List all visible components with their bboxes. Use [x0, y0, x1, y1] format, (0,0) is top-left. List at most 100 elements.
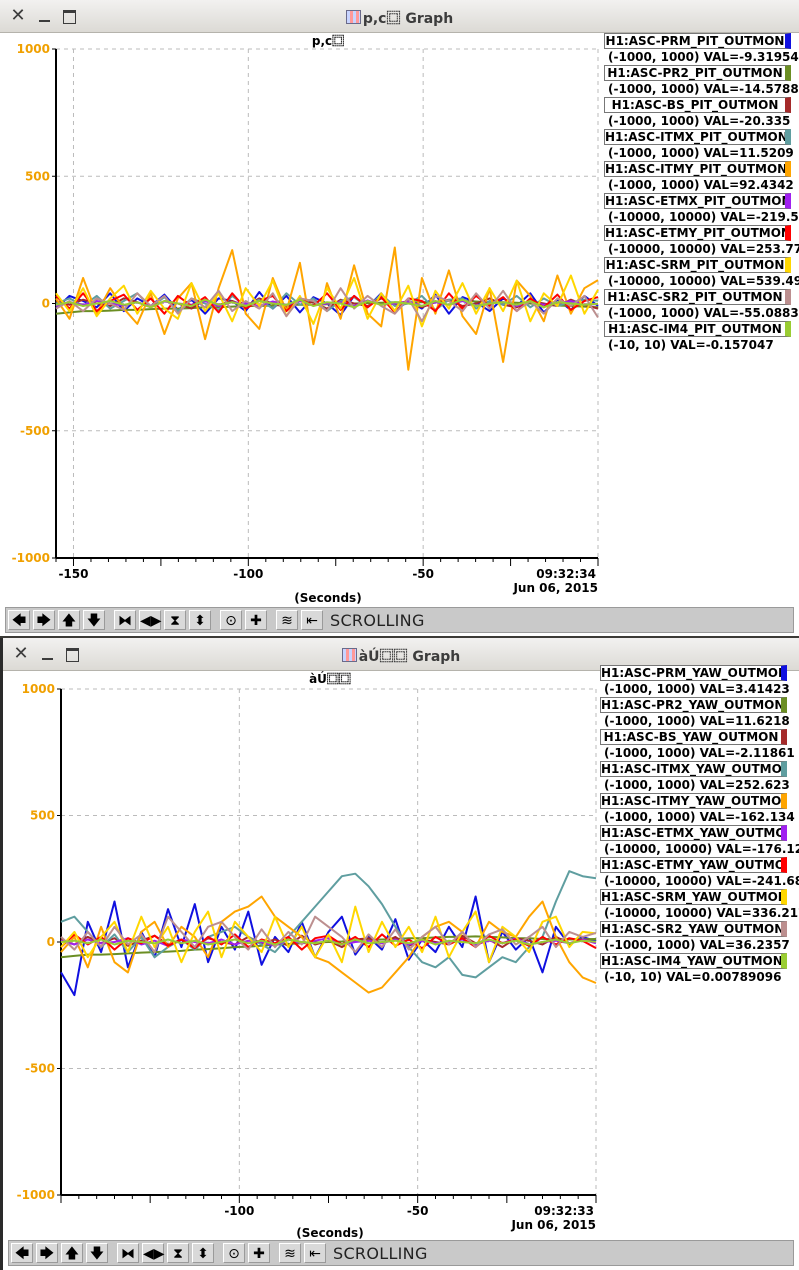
close-icon[interactable]: ✕ [10, 5, 26, 26]
plot-area[interactable]: 1000 500 0 -500 -1000 -150 -100 -50 09:32:34Jun … [0, 33, 600, 607]
legend-range-value: (-10000, 10000) VAL=539.492 [608, 274, 799, 288]
arrow-down-icon[interactable]: 🡇 [83, 610, 105, 630]
legend-range-value: (-10000, 10000) VAL=336.217 [604, 906, 799, 920]
series-line-sr2 [60, 915, 597, 954]
zoom-in-y-icon[interactable]: ⧗ [167, 1243, 189, 1263]
legend-item-im4[interactable]: H1:ASC-IM4_PIT_OUTMON (-10, 10) VAL=-0.15… [603, 321, 793, 353]
legend-channel-name: H1:ASC-ITMY_PIT_OUTMON [604, 161, 791, 177]
time-label: 09:32:33 [534, 1204, 594, 1218]
legend-item-itmx[interactable]: H1:ASC-ITMX_PIT_OUTMON (-1000, 1000) VAL=… [603, 129, 794, 161]
reset-icon[interactable]: ⊙ [223, 1243, 245, 1263]
date-label: Jun 06, 2015 [512, 581, 598, 595]
autoscale-icon[interactable]: ≋ [279, 1243, 301, 1263]
legend-channel-name: H1:ASC-PRM_PIT_OUTMON [604, 33, 791, 49]
arrow-up-icon[interactable]: 🡅 [61, 1243, 83, 1263]
plot-title: p,c⿴ [312, 33, 344, 48]
graph-toolbar: 🡄 🡆 🡅 🡇 ⧓ ◀▶ ⧗ ⬍ ⊙ ✚ ≋ ⇤ SCROLLING [8, 1240, 794, 1266]
x-axis-label: (Seconds) [294, 591, 361, 605]
legend-channel-name: H1:ASC-SR2_PIT_OUTMON [604, 289, 791, 305]
legend-channel-name: H1:ASC-BS_PIT_OUTMON [604, 97, 791, 113]
graph-window-pit: ✕ p,c⿴ Graph 1000 500 0 -500 -1000 -150 -100 -5… [0, 0, 799, 636]
legend-item-srm[interactable]: H1:ASC-SRM_YAW_OUTMON (-10000, 10000) VAL… [599, 889, 799, 921]
legend-range-value: (-1000, 1000) VAL=36.2357 [604, 938, 790, 952]
arrow-left-icon[interactable]: 🡄 [8, 610, 30, 630]
graph-window-yaw: ✕ àÚ⿴⿴ Graph 1000 500 0 -500 -1000 -100 -50 09:… [0, 638, 799, 1270]
app-icon [345, 10, 361, 24]
legend-item-etmy[interactable]: H1:ASC-ETMY_PIT_OUTMON (-10000, 10000) VA… [603, 225, 799, 257]
autoscale-icon[interactable]: ≋ [276, 610, 298, 630]
x-tick-label: -150 [58, 567, 88, 581]
legend-item-sr2[interactable]: H1:ASC-SR2_PIT_OUTMON (-1000, 1000) VAL=-… [603, 289, 799, 321]
legend-range-value: (-10, 10) VAL=-0.157047 [608, 338, 774, 352]
legend-item-pr2[interactable]: H1:ASC-PR2_YAW_OUTMON (-1000, 1000) VAL=1… [599, 697, 790, 729]
reset-icon[interactable]: ⊙ [220, 610, 242, 630]
series-line-prm [60, 895, 597, 997]
crosshair-icon[interactable]: ✚ [245, 610, 267, 630]
legend-item-etmx[interactable]: H1:ASC-ETMX_YAW_OUTMON (-10000, 10000) VA… [599, 825, 799, 857]
legend-item-bs[interactable]: H1:ASC-BS_PIT_OUTMON (-1000, 1000) VAL=-2… [603, 97, 793, 129]
zoom-out-y-icon[interactable]: ⬍ [192, 1243, 214, 1263]
legend-item-im4[interactable]: H1:ASC-IM4_YAW_OUTMON (-10, 10) VAL=0.007… [599, 953, 789, 985]
legend: H1:ASC-PRM_YAW_OUTMON (-1000, 1000) VAL=3… [599, 665, 799, 985]
x-tick-label: -50 [412, 567, 434, 581]
zoom-in-y-icon[interactable]: ⧗ [164, 610, 186, 630]
close-icon[interactable]: ✕ [13, 643, 29, 664]
zoom-in-x-icon[interactable]: ⧓ [117, 1243, 139, 1263]
y-tick-label: -1000 [17, 1188, 55, 1202]
legend: H1:ASC-PRM_PIT_OUTMON (-1000, 1000) VAL=-… [603, 33, 799, 353]
title-bar[interactable]: ✕ p,c⿴ Graph [0, 0, 799, 33]
arrow-left-icon[interactable]: 🡄 [11, 1243, 33, 1263]
arrow-right-icon[interactable]: 🡆 [36, 1243, 58, 1263]
series-line-im4 [55, 298, 599, 309]
legend-channel-name: H1:ASC-SRM_PIT_OUTMON [604, 257, 791, 273]
legend-item-prm[interactable]: H1:ASC-PRM_YAW_OUTMON (-1000, 1000) VAL=3… [599, 665, 790, 697]
legend-item-pr2[interactable]: H1:ASC-PR2_PIT_OUTMON (-1000, 1000) VAL=-… [603, 65, 799, 97]
maximize-icon[interactable] [61, 7, 79, 25]
zoom-out-x-icon[interactable]: ◀▶ [142, 1243, 165, 1263]
scroll-mode-icon[interactable]: ⇤ [301, 610, 323, 630]
y-tick-label: -500 [25, 1062, 55, 1076]
crosshair-icon[interactable]: ✚ [248, 1243, 270, 1263]
legend-item-bs[interactable]: H1:ASC-BS_YAW_OUTMON (-1000, 1000) VAL=-2… [599, 729, 795, 761]
legend-item-etmy[interactable]: H1:ASC-ETMY_YAW_OUTMON (-10000, 10000) VA… [599, 857, 799, 889]
scroll-mode-label: SCROLLING [333, 1243, 428, 1263]
arrow-down-icon[interactable]: 🡇 [86, 1243, 108, 1263]
window-title-text: àÚ⿴⿴ Graph [358, 649, 461, 665]
legend-range-value: (-1000, 1000) VAL=3.41423 [604, 682, 790, 696]
legend-item-sr2[interactable]: H1:ASC-SR2_YAW_OUTMON (-1000, 1000) VAL=3… [599, 921, 790, 953]
legend-item-itmx[interactable]: H1:ASC-ITMX_YAW_OUTMON (-1000, 1000) VAL=… [599, 761, 790, 793]
legend-channel-name: H1:ASC-PR2_PIT_OUTMON [604, 65, 791, 81]
legend-item-srm[interactable]: H1:ASC-SRM_PIT_OUTMON (-10000, 10000) VAL… [603, 257, 799, 289]
legend-range-value: (-1000, 1000) VAL=-9.31954 [608, 50, 799, 64]
legend-range-value: (-1000, 1000) VAL=92.4342 [608, 178, 794, 192]
minimize-icon[interactable] [36, 7, 54, 25]
legend-range-value: (-10000, 10000) VAL=-219.533 [608, 210, 799, 224]
legend-item-etmx[interactable]: H1:ASC-ETMX_PIT_OUTMON (-10000, 10000) VA… [603, 193, 799, 225]
graph-toolbar: 🡄 🡆 🡅 🡇 ⧓ ◀▶ ⧗ ⬍ ⊙ ✚ ≋ ⇤ SCROLLING [5, 607, 794, 633]
maximize-icon[interactable] [64, 645, 82, 663]
legend-item-prm[interactable]: H1:ASC-PRM_PIT_OUTMON (-1000, 1000) VAL=-… [603, 33, 799, 65]
zoom-in-x-icon[interactable]: ⧓ [114, 610, 136, 630]
zoom-out-x-icon[interactable]: ◀▶ [139, 610, 162, 630]
x-tick-label: -50 [407, 1204, 429, 1218]
window-title-text: p,c⿴ Graph [362, 11, 454, 27]
series-line-pr2 [60, 935, 597, 959]
series-line-sr2 [55, 287, 599, 323]
legend-item-itmy[interactable]: H1:ASC-ITMY_PIT_OUTMON (-1000, 1000) VAL=… [603, 161, 794, 193]
arrow-right-icon[interactable]: 🡆 [33, 610, 55, 630]
legend-item-itmy[interactable]: H1:ASC-ITMY_YAW_OUTMON (-1000, 1000) VAL=… [599, 793, 795, 825]
legend-range-value: (-10000, 10000) VAL=-176.125 [604, 842, 799, 856]
legend-channel-name: H1:ASC-ITMX_PIT_OUTMON [604, 129, 791, 145]
window-title: àÚ⿴⿴ Graph [3, 646, 799, 666]
legend-channel-name: H1:ASC-IM4_PIT_OUTMON [604, 321, 791, 337]
app-icon [341, 648, 357, 662]
y-tick-label: -1000 [12, 551, 50, 565]
arrow-up-icon[interactable]: 🡅 [58, 610, 80, 630]
y-tick-label: 1000 [22, 682, 55, 696]
window-title: p,c⿴ Graph [0, 8, 799, 28]
minimize-icon[interactable] [39, 645, 57, 663]
legend-channel-name: H1:ASC-ETMY_YAW_OUTMON [600, 857, 787, 873]
zoom-out-y-icon[interactable]: ⬍ [189, 610, 211, 630]
scroll-mode-icon[interactable]: ⇤ [304, 1243, 326, 1263]
